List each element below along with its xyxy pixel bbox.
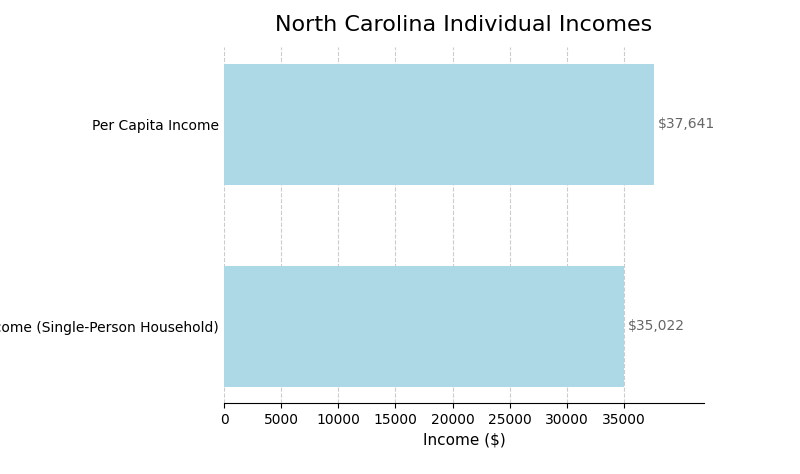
Bar [224,64,654,185]
Text: $35,022: $35,022 [628,319,685,333]
Bar [224,265,624,387]
Title: North Carolina Individual Incomes: North Carolina Individual Incomes [275,15,653,35]
X-axis label: Income ($): Income ($) [422,432,506,447]
Text: $37,641: $37,641 [658,117,715,131]
